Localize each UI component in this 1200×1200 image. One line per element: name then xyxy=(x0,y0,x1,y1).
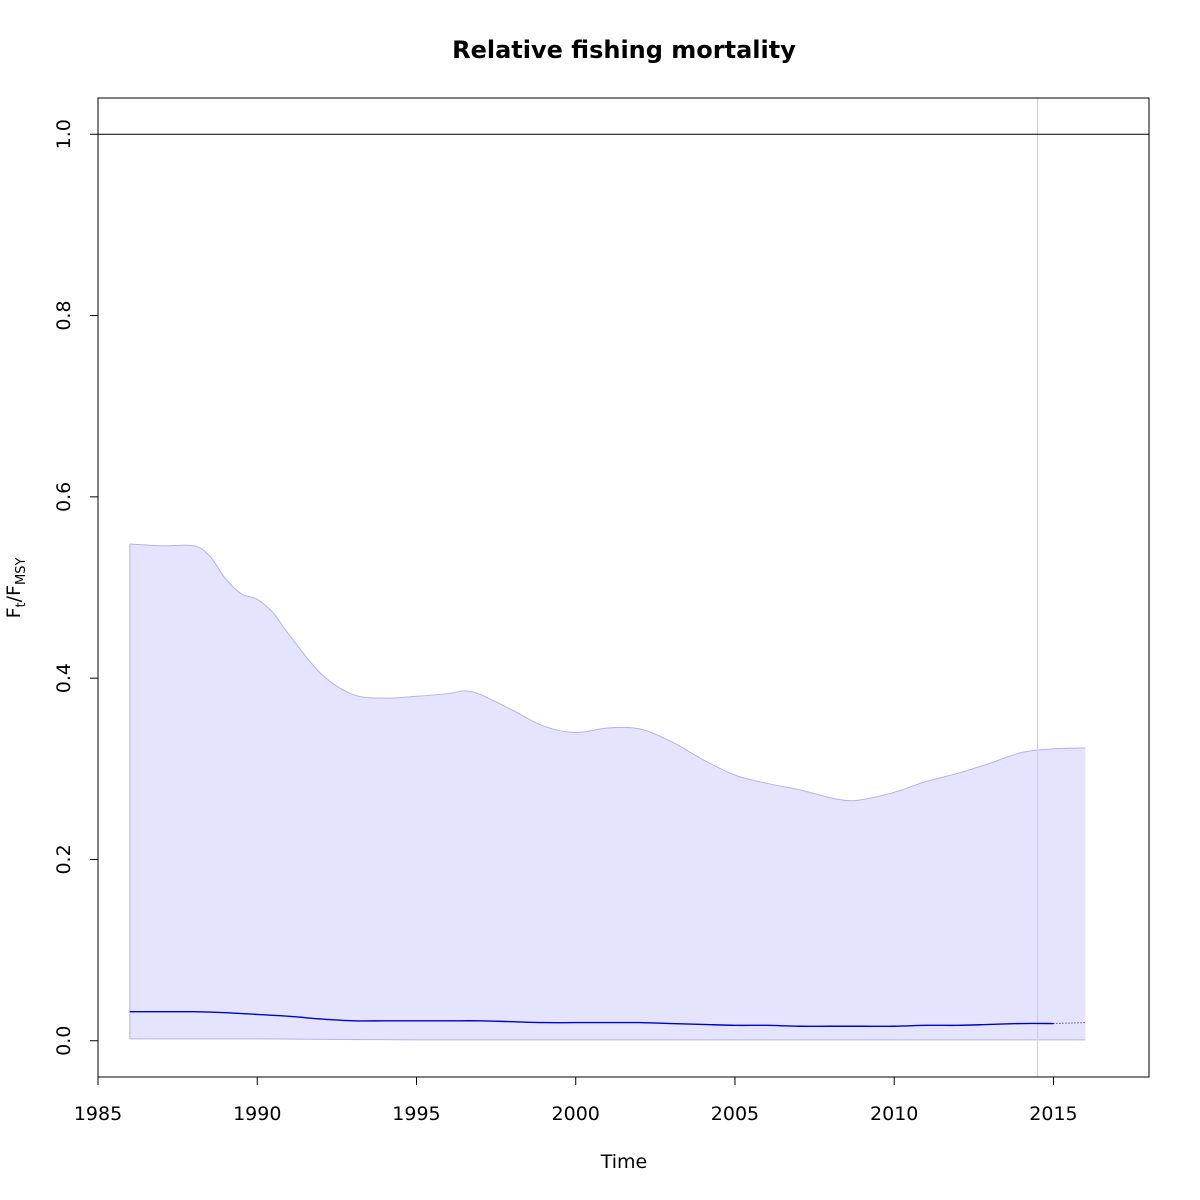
y-tick-label: 0.4 xyxy=(53,663,75,693)
y-axis: 0.0 0.2 0.4 0.6 0.8 1.0 xyxy=(53,119,99,1056)
estimate-line xyxy=(129,1010,1054,1028)
y-tick-label: 0.0 xyxy=(53,1026,75,1056)
confidence-band xyxy=(129,543,1086,1040)
x-tick-label: 1985 xyxy=(74,1103,122,1125)
y-axis-label-sub1: t xyxy=(14,602,29,607)
y-tick-label: 0.8 xyxy=(53,300,75,330)
y-tick-label: 1.0 xyxy=(53,119,75,149)
x-tick-label: 2000 xyxy=(552,1103,600,1125)
y-axis-label-main: F xyxy=(3,607,25,618)
y-tick-label: 0.6 xyxy=(53,482,75,512)
x-tick-label: 1990 xyxy=(233,1103,281,1125)
x-tick-label: 1995 xyxy=(392,1103,440,1125)
y-axis-label-sub2: MSY xyxy=(14,558,29,585)
y-axis-label: Ft/FMSY xyxy=(3,558,29,619)
x-axis-label: Time xyxy=(600,1151,648,1173)
x-tick-label: 2010 xyxy=(870,1103,918,1125)
data-layer xyxy=(98,98,1149,1077)
upper-ci-line xyxy=(129,543,1086,802)
x-axis: 1985 1990 1995 2000 2005 2010 2015 xyxy=(74,1076,1078,1125)
lower-ci-line xyxy=(129,1038,1086,1041)
forecast-line xyxy=(1053,1022,1086,1025)
x-tick-label: 2005 xyxy=(711,1103,759,1125)
x-tick-label: 2015 xyxy=(1029,1103,1077,1125)
y-axis-label-sep: /F xyxy=(3,585,25,602)
chart-title: Relative fishing mortality xyxy=(452,36,796,64)
y-tick-label: 0.2 xyxy=(53,844,75,874)
